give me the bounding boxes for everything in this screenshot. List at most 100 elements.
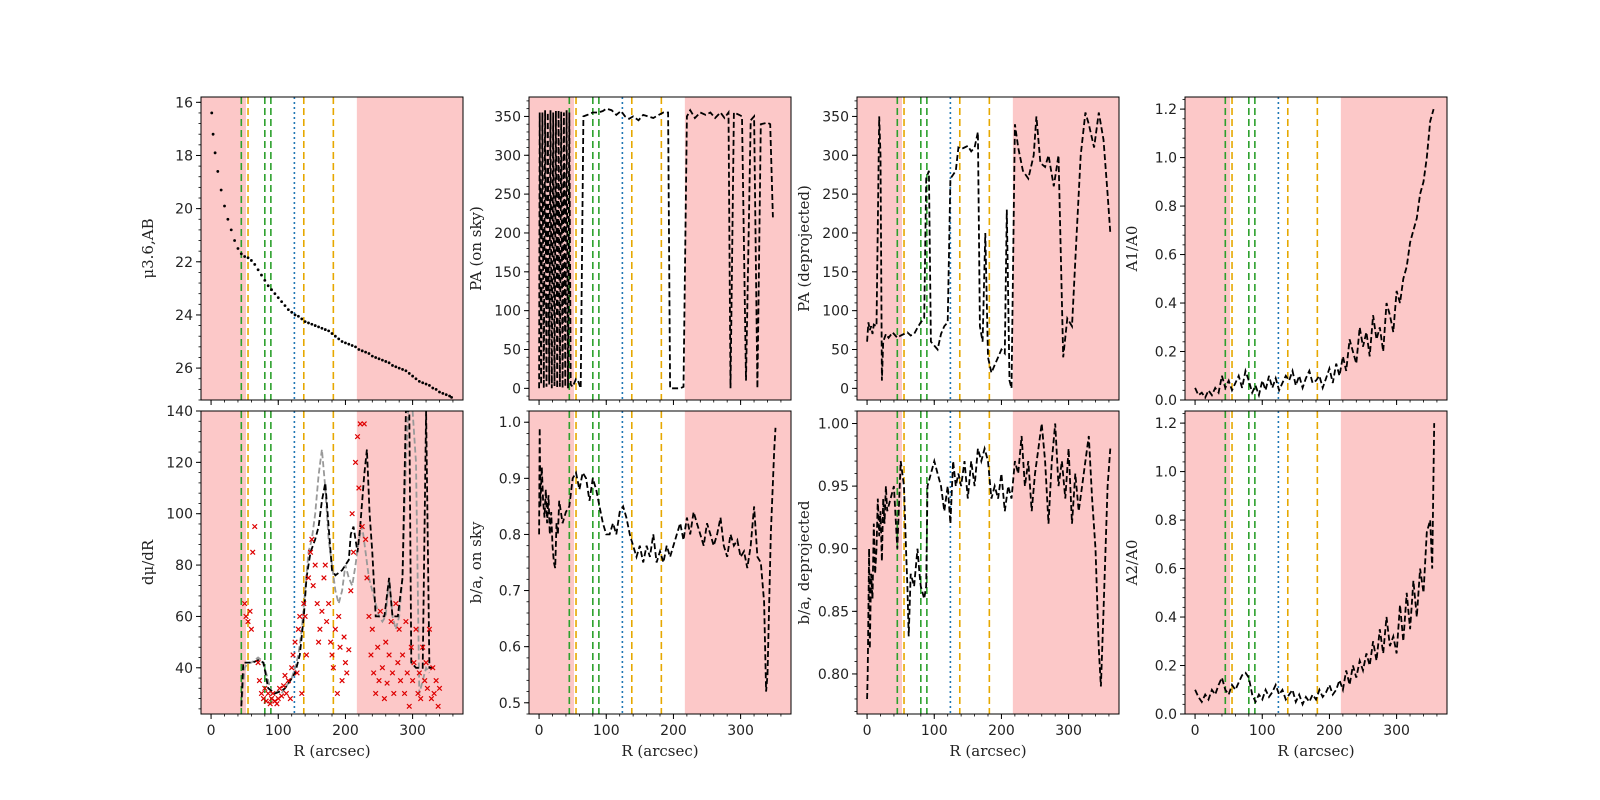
- data-point: [360, 349, 364, 353]
- data-point: [243, 255, 247, 258]
- data-point: [374, 356, 378, 359]
- data-point-x: [409, 677, 416, 684]
- data-point-x: [285, 677, 292, 684]
- data-point: [394, 365, 398, 369]
- data-point: [391, 364, 394, 367]
- data-point-x: [247, 608, 253, 615]
- data-point-x: [315, 639, 322, 645]
- x-tick-label: 300: [1055, 723, 1082, 739]
- data-point: [223, 204, 226, 208]
- data-point-x: [319, 608, 325, 615]
- data-point-x: [417, 695, 424, 702]
- shaded-region: [1185, 411, 1231, 714]
- y-tick-label: 1.0: [1155, 465, 1177, 481]
- data-point: [384, 360, 388, 363]
- y-tick-label: 26: [175, 361, 193, 377]
- data-point-x: [428, 695, 435, 702]
- data-point-x: [349, 510, 355, 517]
- data-point-x: [329, 652, 335, 658]
- data-point-x: [287, 695, 294, 702]
- data-point-x: [248, 626, 255, 632]
- shaded-region: [356, 97, 463, 400]
- y-tick-label: 0.6: [1155, 248, 1177, 264]
- data-point: [330, 332, 334, 335]
- data-point: [367, 352, 371, 355]
- x-tick-label: 300: [1383, 723, 1410, 739]
- data-point-x: [310, 582, 316, 589]
- data-point: [236, 247, 240, 250]
- data-point: [448, 394, 451, 398]
- data-series-line: [240, 411, 433, 707]
- data-point-x: [297, 613, 303, 620]
- data-point-x: [372, 690, 379, 697]
- panel-p8: 0.0 0.2 0.4 0.6 0.8 1.0 1.2 0 100 200 300 A2/A0 R (a…: [1123, 410, 1448, 760]
- data-series-line: [538, 427, 777, 692]
- data-point-x: [305, 575, 312, 581]
- data-point-x: [401, 690, 408, 697]
- data-point-x: [335, 613, 342, 620]
- data-point-x: [354, 433, 361, 440]
- data-point-x: [393, 600, 399, 607]
- data-point-x: [357, 421, 363, 427]
- data-series-line: [866, 423, 1112, 700]
- data-point: [344, 341, 347, 345]
- data-point: [340, 340, 344, 343]
- data-point-x: [403, 618, 409, 625]
- data-point-x: [255, 659, 261, 666]
- y-tick-label: 100: [494, 304, 521, 320]
- shaded-region: [1012, 97, 1119, 400]
- x-tick-label: 0: [863, 723, 872, 739]
- data-point-x: [332, 626, 339, 632]
- data-point-x: [421, 677, 428, 684]
- data-point: [213, 151, 217, 155]
- data-point-x: [364, 575, 370, 581]
- x-tick-label: 100: [921, 723, 948, 739]
- y-tick-label: 250: [494, 187, 521, 203]
- y-tick-label: 50: [831, 343, 849, 359]
- data-point: [317, 325, 320, 329]
- data-point-x: [292, 639, 298, 645]
- x-axis-label: R (arcsec): [949, 742, 1026, 760]
- data-point-x: [419, 644, 426, 650]
- y-axis-label: A1/A0: [1123, 226, 1141, 273]
- data-point-x: [397, 677, 404, 684]
- data-point: [290, 310, 294, 314]
- data-series-line: [538, 107, 774, 390]
- shaded-region: [1340, 411, 1447, 714]
- data-point: [246, 256, 250, 260]
- y-tick-label: 150: [494, 265, 521, 281]
- y-tick-label: 350: [494, 109, 521, 125]
- data-point-x: [404, 670, 410, 676]
- x-tick-label: 0: [535, 723, 544, 739]
- data-point-x: [290, 652, 296, 658]
- data-point: [333, 334, 337, 338]
- y-tick-label: 0.95: [818, 479, 849, 495]
- y-tick-label: 1.2: [1155, 102, 1177, 118]
- data-point: [357, 348, 361, 351]
- data-point-x: [265, 690, 271, 697]
- panel-p2: 0 50 100 150 200 250 300 350 PA (on sky): [467, 96, 792, 405]
- y-tick-label: 24: [175, 308, 193, 324]
- data-point: [226, 217, 230, 221]
- data-point: [260, 273, 263, 277]
- data-point: [276, 296, 280, 300]
- data-point-x: [322, 562, 329, 568]
- shaded-region: [529, 411, 575, 714]
- x-tick-label: 200: [1316, 723, 1343, 739]
- data-point-x: [295, 626, 302, 632]
- data-point-x: [356, 485, 362, 491]
- data-point-x: [413, 626, 419, 632]
- data-point: [229, 228, 233, 232]
- panel-p1: 16 18 20 22 24 26 μ3.6,AB: [139, 95, 464, 405]
- data-point: [210, 111, 214, 115]
- x-tick-label: 100: [265, 723, 292, 739]
- data-point-x: [389, 670, 396, 676]
- data-point: [307, 321, 310, 325]
- y-tick-label: 60: [175, 609, 193, 625]
- data-point-x: [314, 600, 320, 607]
- data-point-x: [288, 665, 295, 671]
- x-tick-label: 0: [207, 723, 216, 739]
- data-point-x: [270, 690, 276, 697]
- y-tick-label: 0.6: [499, 640, 521, 656]
- data-point-x: [334, 690, 341, 697]
